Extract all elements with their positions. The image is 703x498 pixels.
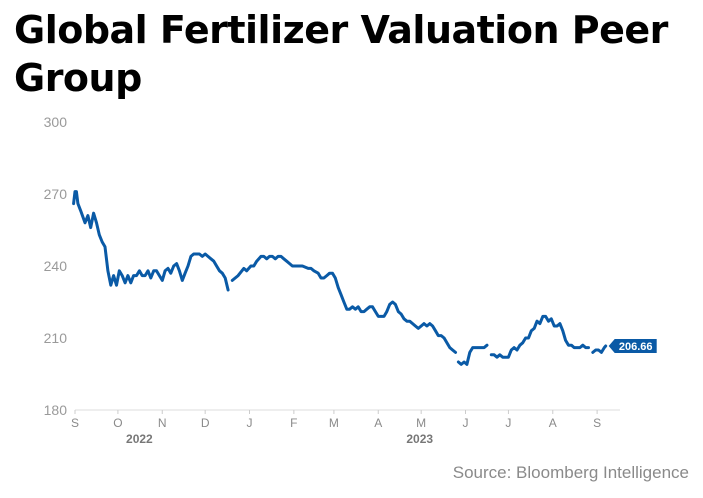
y-tick-label: 240 [44,258,68,274]
y-tick-label: 300 [44,114,68,130]
last-value-badge-shape [608,339,657,354]
series-line-segment [489,314,590,359]
x-tick-label: J [463,416,469,430]
x-tick-label: A [549,416,557,430]
x-tick-label: O [113,416,122,430]
x-year-label: 2023 [406,432,433,446]
x-tick-label: D [201,416,210,430]
y-tick-label: 210 [44,330,68,346]
last-value-badge: 206.66 [608,339,657,354]
x-tick-label: A [374,416,382,430]
y-tick-label: 180 [44,402,68,418]
x-tick-label: J [505,416,511,430]
source-note: Source: Bloomberg Intelligence [452,463,689,482]
x-axis: S O N D J F M A M J J A S 2022 2023 [71,410,601,446]
series-line-segment [72,190,230,292]
series-line-segment [230,254,457,354]
series-line-segment [456,343,489,366]
series-line [72,190,608,366]
x-tick-label: S [593,416,601,430]
x-tick-label: F [290,416,297,430]
series-line-segment [591,344,608,354]
last-value-label: 206.66 [619,341,653,353]
chart-title: Global Fertilizer Valuation Peer Group [14,8,668,100]
x-tick-label: S [71,416,79,430]
y-axis: 180 210 240 270 300 [44,114,68,418]
x-tick-label: M [416,416,426,430]
x-tick-label: N [158,416,167,430]
x-tick-label: J [247,416,253,430]
y-tick-label: 270 [44,186,68,202]
x-year-label: 2022 [126,432,153,446]
x-tick-label: M [329,416,339,430]
